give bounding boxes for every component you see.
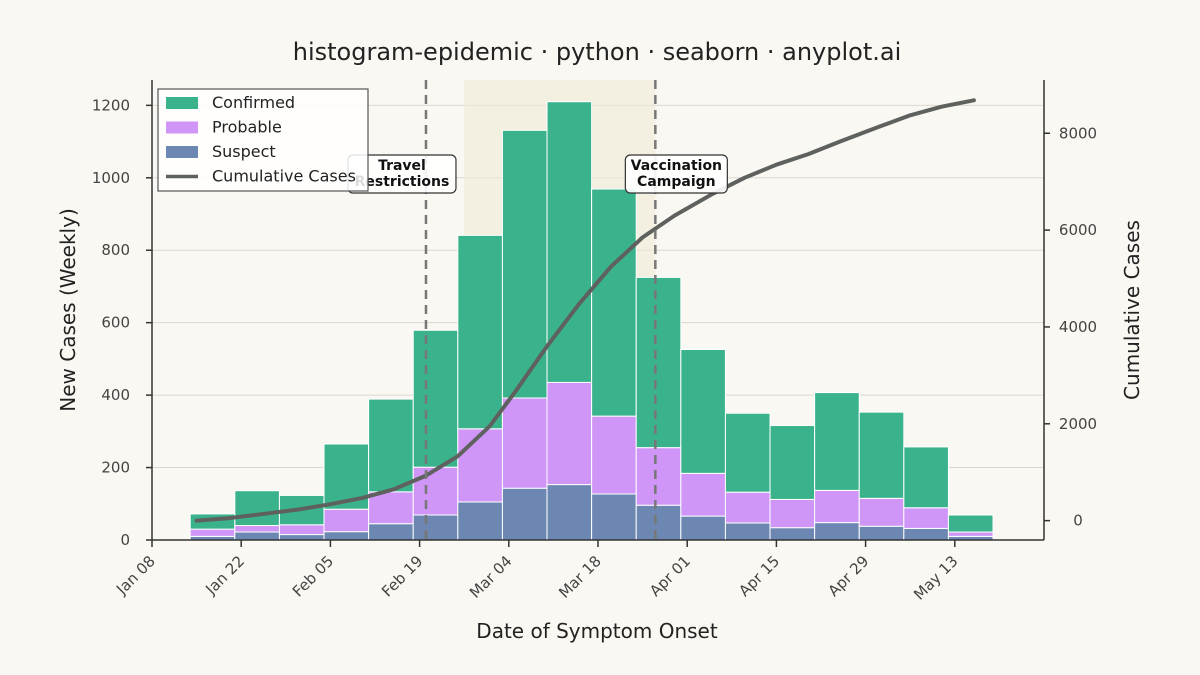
legend-label: Confirmed (212, 93, 295, 112)
y-tick-label: 800 (101, 241, 130, 259)
y2-tick-label: 4000 (1059, 318, 1097, 336)
bar-suspect-10 (635, 504, 682, 541)
bar-probable-3 (323, 508, 370, 533)
bar-probable-5 (412, 466, 459, 516)
bar-probable-4 (368, 491, 414, 525)
y-axis-title: New Cases (Weekly) (56, 208, 80, 412)
annotation-text-0: Travel (378, 158, 426, 174)
x-tick-label: Jan 08 (112, 552, 159, 599)
bar-probable-15 (858, 497, 905, 527)
annotation-text-1: Campaign (637, 174, 716, 190)
x-tick-label: Mar 18 (555, 552, 605, 602)
x-tick-label: Feb 05 (289, 552, 337, 600)
y2-axis-title: Cumulative Cases (1120, 220, 1144, 400)
bar-confirmed-14 (814, 392, 860, 491)
bar-layer (189, 101, 994, 541)
bar-confirmed-11 (680, 348, 726, 474)
bar-confirmed-10 (635, 276, 682, 449)
bar-suspect-4 (368, 523, 414, 541)
bar-suspect-1 (234, 531, 280, 541)
legend-swatch-probable (166, 121, 198, 134)
bar-suspect-15 (858, 525, 905, 541)
bar-suspect-8 (546, 484, 593, 541)
bar-suspect-9 (591, 493, 637, 541)
bar-suspect-13 (769, 527, 816, 541)
y-tick-label: 0 (120, 531, 130, 549)
bar-suspect-3 (323, 531, 370, 541)
bar-probable-11 (680, 472, 726, 517)
y2-tick-label: 2000 (1059, 415, 1097, 433)
bar-confirmed-15 (858, 411, 905, 499)
legend-swatch-suspect (166, 146, 198, 158)
bar-suspect-14 (814, 522, 860, 541)
legend-label: Suspect (212, 142, 276, 161)
bar-confirmed-9 (591, 188, 637, 417)
bar-probable-9 (591, 415, 637, 495)
bar-confirmed-5 (412, 329, 459, 468)
cumulative-line-layer (194, 98, 976, 523)
x-tick-label: Apr 29 (824, 552, 872, 600)
y-tick-label: 1200 (92, 96, 130, 114)
bar-suspect-12 (724, 522, 771, 541)
bar-probable-8 (546, 381, 593, 486)
bar-confirmed-1 (234, 490, 280, 527)
x-tick-label: Jan 22 (201, 552, 248, 599)
bar-suspect-6 (457, 501, 503, 541)
y2-tick-label: 8000 (1059, 124, 1097, 142)
chart-title: histogram-epidemic · python · seaborn · … (293, 38, 902, 66)
bar-confirmed-8 (546, 101, 593, 383)
legend: Confirmed Probable Suspect Cumulative Cases (157, 88, 369, 192)
bar-probable-7 (501, 397, 548, 489)
bar-probable-10 (635, 447, 682, 506)
y-tick-label: 400 (101, 386, 130, 404)
y-tick-label: 200 (101, 459, 130, 477)
cumulative-cases-line (194, 98, 976, 523)
annotation-text-1: Vaccination (631, 158, 722, 174)
bar-confirmed-16 (903, 446, 949, 509)
legend-label: Probable (212, 118, 282, 137)
bar-confirmed-12 (724, 412, 771, 493)
bar-probable-13 (769, 498, 816, 529)
y-tick-label: 1000 (92, 169, 130, 187)
legend-swatch-confirmed (166, 97, 198, 109)
annotation-box-1 (624, 154, 728, 194)
bar-probable-17 (947, 531, 994, 537)
bar-suspect-2 (278, 534, 325, 541)
bar-probable-14 (814, 489, 860, 524)
bar-probable-6 (457, 428, 503, 503)
bar-suspect-5 (412, 514, 459, 541)
bar-probable-12 (724, 491, 771, 524)
bar-confirmed-4 (368, 398, 414, 493)
bar-confirmed-17 (947, 514, 994, 533)
y2-tick-label: 6000 (1059, 221, 1097, 239)
legend-label: Cumulative Cases (212, 167, 356, 186)
y2-tick-label: 0 (1073, 512, 1083, 530)
bar-probable-16 (903, 507, 949, 529)
bar-probable-2 (278, 524, 325, 536)
x-tick-label: Apr 15 (735, 552, 783, 600)
bar-probable-1 (234, 525, 280, 533)
annotation-text-0: Restrictions (355, 174, 450, 190)
bar-confirmed-6 (457, 234, 503, 430)
x-tick-label: Mar 04 (466, 552, 516, 602)
bar-suspect-11 (680, 515, 726, 541)
x-axis-title: Date of Symptom Onset (476, 619, 718, 643)
bar-suspect-16 (903, 527, 949, 541)
bar-probable-0 (189, 528, 236, 537)
y-tick-label: 600 (101, 314, 130, 332)
bar-confirmed-13 (769, 425, 816, 500)
x-tick-label: Apr 01 (646, 552, 694, 600)
x-tick-label: Feb 19 (378, 552, 426, 600)
bar-suspect-7 (501, 487, 548, 541)
x-tick-label: May 13 (910, 552, 962, 604)
